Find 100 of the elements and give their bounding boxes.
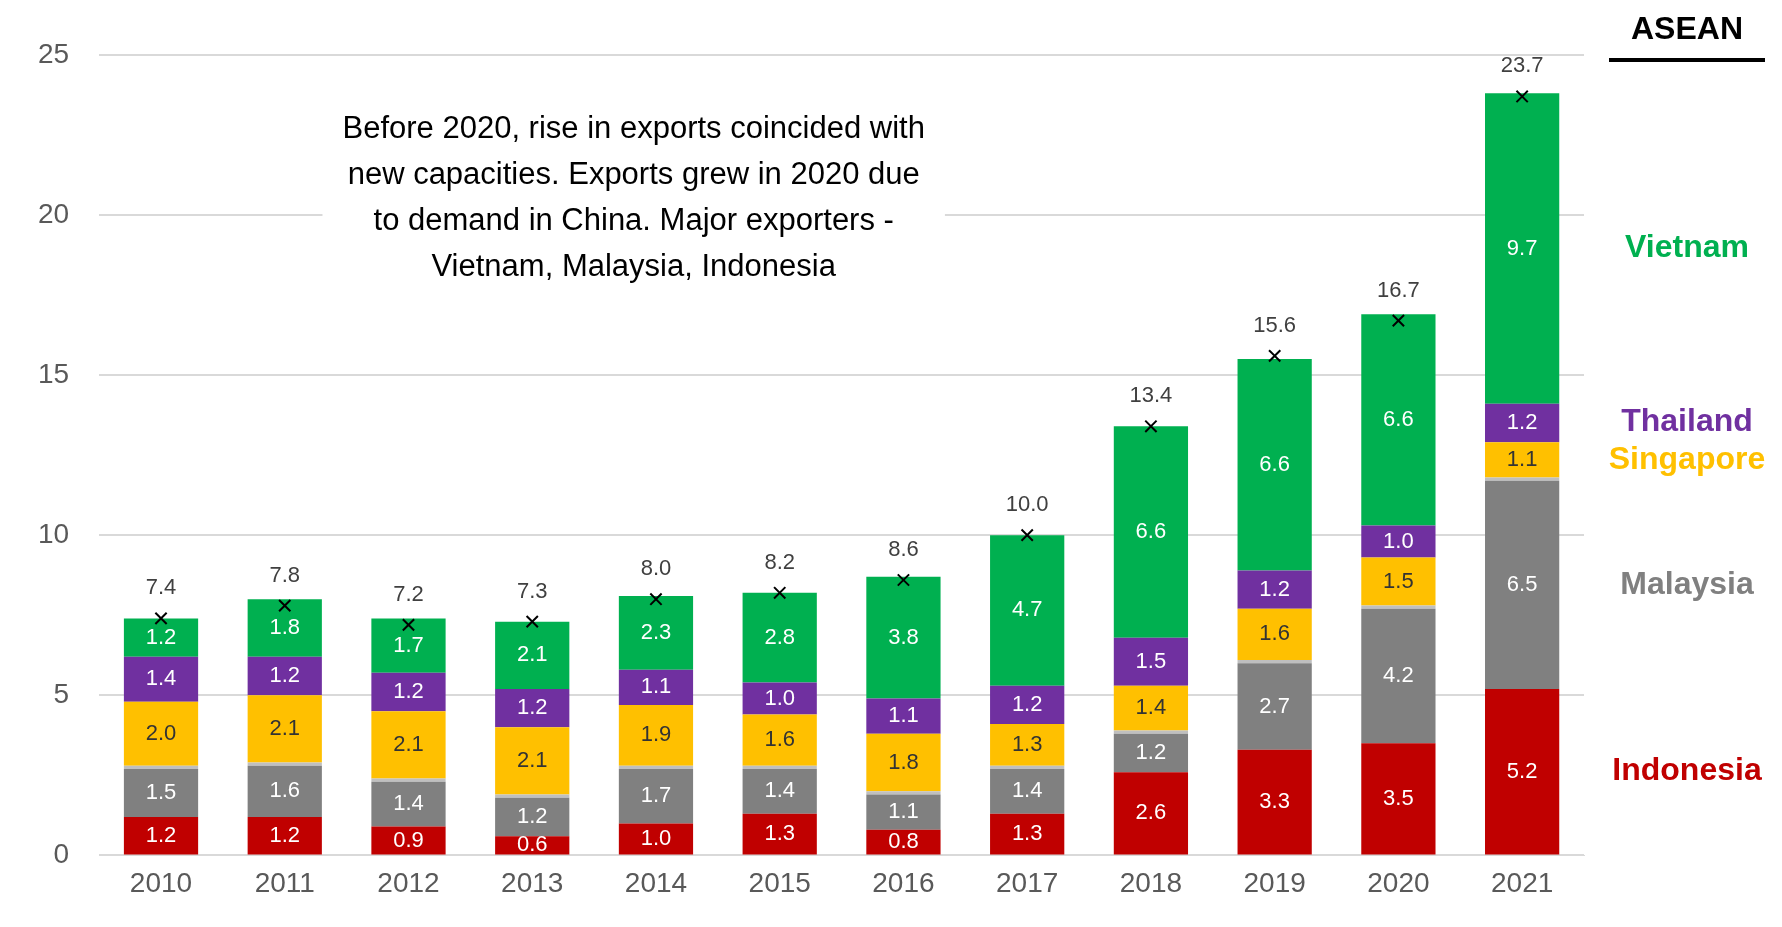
bar xyxy=(495,621,570,689)
bar xyxy=(123,618,199,657)
x-tick-label: 2012 xyxy=(377,866,440,898)
bar xyxy=(618,669,694,705)
data-label: 10.0 xyxy=(1005,491,1049,517)
x-tick-label: 2013 xyxy=(501,866,564,898)
bar xyxy=(618,704,694,766)
data-label: 6.6 xyxy=(1383,405,1414,431)
data-label: 5.2 xyxy=(1506,757,1538,783)
y-tick-label: 25 xyxy=(37,37,70,69)
data-label: 1.6 xyxy=(1259,620,1290,646)
bar xyxy=(742,768,817,814)
bar xyxy=(247,599,322,657)
x-tick-label: 2018 xyxy=(1119,866,1183,898)
y-tick-label: 10 xyxy=(37,517,70,549)
bar xyxy=(247,656,322,696)
data-label: 1.2 xyxy=(1506,409,1538,435)
data-label: 3.3 xyxy=(1259,788,1290,814)
bar xyxy=(371,781,446,827)
data-label: 2.7 xyxy=(1259,692,1290,718)
point xyxy=(649,592,663,606)
data-label: 1.8 xyxy=(269,614,301,640)
bar xyxy=(618,823,694,855)
data-label: 7.8 xyxy=(269,561,301,587)
x-tick-label: 2021 xyxy=(1490,866,1554,898)
bar xyxy=(1485,477,1560,481)
x-tick-label: 2017 xyxy=(996,866,1059,898)
point xyxy=(773,586,787,600)
data-label: 1.4 xyxy=(393,790,424,816)
data-label: 2.1 xyxy=(516,641,548,667)
bar xyxy=(1485,403,1560,443)
bar xyxy=(1485,442,1560,478)
bar xyxy=(618,596,694,670)
data-label: 2.1 xyxy=(516,746,548,772)
series-label: Malaysia xyxy=(1620,564,1754,601)
bar xyxy=(742,592,817,683)
text: Vietnam xyxy=(1625,228,1749,265)
bar xyxy=(1237,608,1312,661)
bar xyxy=(123,768,199,817)
bar xyxy=(742,682,817,715)
y-tick-label: 15 xyxy=(37,357,70,389)
x-tick-label: 2010 xyxy=(129,866,193,898)
data-label: 1.2 xyxy=(393,678,424,704)
data-label: 8.0 xyxy=(640,555,672,581)
series-label: Thailand xyxy=(1621,401,1753,438)
bar xyxy=(1361,314,1436,526)
point xyxy=(525,614,539,629)
x-tick-label: 2019 xyxy=(1243,866,1306,898)
data-label: 1.4 xyxy=(764,777,795,803)
bar xyxy=(866,791,941,795)
x-tick-label: 2016 xyxy=(872,866,935,898)
bar xyxy=(495,688,570,728)
point xyxy=(896,573,911,587)
bar xyxy=(1237,660,1312,664)
bar xyxy=(123,701,199,766)
bar xyxy=(990,724,1065,766)
data-label: 2.3 xyxy=(640,618,672,644)
bar xyxy=(1237,749,1312,855)
data-label: 1.7 xyxy=(393,631,424,657)
bar xyxy=(247,762,322,766)
data-label: 1.4 xyxy=(1135,694,1167,720)
bar xyxy=(990,535,1065,686)
data-label: 1.2 xyxy=(1135,738,1167,764)
bar xyxy=(1113,733,1189,773)
data-label: 3.5 xyxy=(1383,784,1414,810)
data-label: 16.7 xyxy=(1376,276,1420,302)
point xyxy=(154,611,168,626)
data-label: 4.7 xyxy=(1011,596,1043,622)
data-label: 1.2 xyxy=(145,623,177,649)
bar xyxy=(371,778,446,782)
data-label: 7.2 xyxy=(393,580,424,606)
bar xyxy=(371,618,446,673)
point xyxy=(1515,89,1529,104)
data-label: 2.1 xyxy=(269,714,301,740)
bar xyxy=(742,813,817,855)
bar xyxy=(1361,743,1436,855)
data-label: 0.8 xyxy=(888,828,919,854)
bar xyxy=(866,733,941,792)
annotation: Before 2020, rise in exports coincided with new capacities. Exports grew in 2020 due to demand in China. Major exporters - Vietnam, Malaysia, Indonesia xyxy=(342,109,925,283)
data-label: 1.7 xyxy=(640,782,672,808)
bar xyxy=(1113,772,1189,855)
point xyxy=(1144,419,1158,433)
data-label: 15.6 xyxy=(1253,311,1297,337)
data-label: 1.2 xyxy=(269,821,301,847)
bar xyxy=(742,765,817,769)
data-label: 1.2 xyxy=(1259,575,1290,601)
y-tick-label: 0 xyxy=(53,838,70,870)
data-label: 6.5 xyxy=(1506,570,1538,596)
bar xyxy=(247,695,322,763)
point xyxy=(401,618,416,632)
data-label: 1.2 xyxy=(1011,690,1043,716)
data-label: 3.8 xyxy=(888,623,919,649)
bar xyxy=(1113,637,1189,686)
x-tick-label: 2011 xyxy=(254,866,315,898)
data-label: 1.0 xyxy=(640,824,672,850)
data-label: 2.6 xyxy=(1135,799,1167,825)
series-label: Indonesia xyxy=(1612,751,1762,788)
bar xyxy=(742,714,817,766)
point xyxy=(1268,349,1282,363)
bar xyxy=(1361,525,1436,558)
